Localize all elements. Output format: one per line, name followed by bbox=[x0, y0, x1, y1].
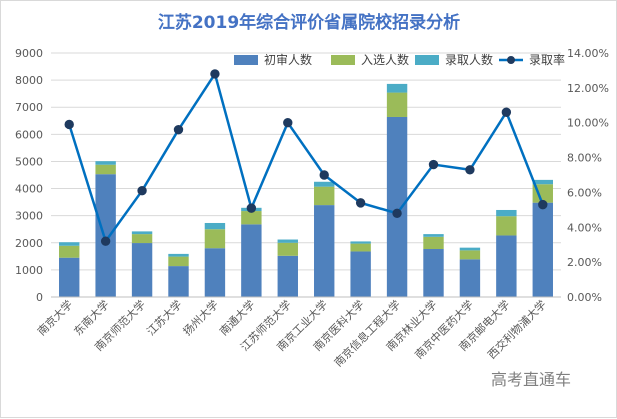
legend-bar-swatch bbox=[415, 55, 439, 65]
bar-selected bbox=[168, 256, 189, 267]
rate-line bbox=[68, 70, 544, 244]
legend-label: 录取率 bbox=[529, 52, 565, 67]
rate-marker bbox=[428, 159, 439, 170]
rate-marker bbox=[100, 236, 111, 246]
y-left-tick-label: 3000 bbox=[15, 210, 43, 223]
y-right-tick-label: 6.00% bbox=[567, 186, 602, 199]
bar-selected bbox=[423, 236, 444, 250]
bar-selected bbox=[386, 92, 408, 117]
bar-selected bbox=[131, 234, 153, 244]
bar-initial bbox=[496, 235, 517, 297]
bar-initial bbox=[350, 251, 371, 297]
rate-marker bbox=[173, 124, 184, 135]
bar-initial bbox=[423, 249, 444, 297]
y-right-tick-label: 14.00% bbox=[567, 47, 609, 60]
y-left-tick-label: 5000 bbox=[15, 155, 43, 168]
y-left-tick-label: 0 bbox=[36, 291, 43, 304]
y-left-tick-label: 1000 bbox=[15, 264, 43, 277]
bar-initial bbox=[168, 266, 189, 297]
bar-admitted bbox=[496, 209, 517, 217]
rate-marker bbox=[392, 208, 402, 219]
bar-initial bbox=[95, 174, 116, 297]
bar-initial bbox=[277, 255, 298, 297]
x-axis: 南京大学东南大学南京师范大学江苏大学扬州大学南通大学江苏师范大学南京工业大学南京… bbox=[34, 296, 561, 369]
chart-title: 江苏2019年综合评价省属院校招录分析 bbox=[158, 12, 460, 33]
bar-admitted bbox=[532, 179, 553, 185]
bar-selected bbox=[277, 242, 298, 256]
y-axis-right: 0.00% 2.00% 4.00% 6.00% 8.00% 10.00% 12.00% 14.… bbox=[567, 47, 609, 304]
rate-marker bbox=[210, 69, 220, 79]
bar-selected bbox=[496, 216, 517, 236]
y-right-tick-label: 2.00% bbox=[567, 256, 602, 269]
bar-admitted bbox=[95, 161, 116, 165]
rate-marker bbox=[246, 203, 257, 213]
bar-admitted bbox=[59, 242, 80, 246]
legend: 初审人数 入选人数 录取人数 录取率 bbox=[234, 52, 565, 67]
watermark-text: 高考直通车 bbox=[491, 370, 571, 389]
bar-selected bbox=[459, 250, 481, 260]
bar-admitted bbox=[459, 247, 481, 251]
bar-initial bbox=[204, 248, 226, 297]
bar-admitted bbox=[131, 231, 153, 235]
bar-selected bbox=[314, 186, 335, 206]
x-tick-label: 扬州大学 bbox=[180, 297, 221, 338]
y-right-tick-label: 4.00% bbox=[567, 221, 602, 234]
bar-admitted bbox=[277, 239, 298, 243]
y-left-tick-label: 6000 bbox=[15, 128, 43, 141]
legend-marker-swatch bbox=[507, 56, 515, 64]
line-layer bbox=[64, 69, 548, 246]
y-axis-left: 0 1000 2000 3000 4000 5000 6000 7000 8000 9000 bbox=[15, 47, 43, 304]
rate-marker bbox=[465, 165, 475, 175]
y-right-tick-label: 0.00% bbox=[567, 291, 602, 304]
legend-bar-swatch bbox=[331, 55, 355, 65]
legend-label: 入选人数 bbox=[361, 52, 409, 67]
y-left-tick-label: 2000 bbox=[15, 237, 43, 250]
bar-admitted bbox=[314, 181, 335, 187]
y-left-tick-label: 4000 bbox=[15, 183, 43, 196]
rate-marker bbox=[501, 107, 512, 117]
bar-selected bbox=[204, 229, 226, 249]
x-tick-label: 江苏大学 bbox=[144, 297, 185, 338]
rate-marker bbox=[355, 198, 366, 208]
rate-marker bbox=[319, 170, 329, 180]
rate-marker bbox=[538, 199, 548, 210]
y-right-tick-label: 8.00% bbox=[567, 152, 602, 165]
legend-label: 录取人数 bbox=[445, 52, 493, 67]
bar-admitted bbox=[423, 234, 444, 237]
bar-admitted bbox=[386, 83, 408, 93]
bar-initial bbox=[532, 202, 553, 297]
bar-initial bbox=[241, 224, 262, 297]
bar-selected bbox=[95, 164, 116, 175]
legend-label: 初审人数 bbox=[264, 52, 312, 67]
bar-initial bbox=[314, 205, 335, 297]
y-right-tick-label: 10.00% bbox=[567, 117, 609, 130]
bar-layer bbox=[59, 83, 553, 297]
y-left-tick-label: 8000 bbox=[15, 74, 43, 87]
y-left-tick-label: 9000 bbox=[15, 47, 43, 60]
bar-selected bbox=[241, 211, 262, 225]
x-tick-label: 南京信息工程大学 bbox=[331, 297, 403, 369]
bar-admitted bbox=[168, 253, 189, 257]
rate-marker bbox=[283, 118, 293, 128]
bar-initial bbox=[131, 243, 153, 297]
bar-selected bbox=[59, 245, 80, 258]
bar-initial bbox=[59, 257, 80, 297]
bar-selected bbox=[350, 243, 371, 252]
bar-admitted bbox=[204, 222, 226, 230]
rate-marker bbox=[137, 185, 147, 196]
y-left-tick-label: 7000 bbox=[15, 101, 43, 114]
bar-initial bbox=[386, 116, 408, 297]
y-right-tick-label: 12.00% bbox=[567, 82, 609, 95]
bar-initial bbox=[459, 259, 481, 297]
bar-admitted bbox=[350, 241, 371, 244]
grid-layer bbox=[51, 52, 561, 298]
rate-marker bbox=[64, 119, 74, 130]
legend-bar-swatch bbox=[234, 55, 258, 65]
